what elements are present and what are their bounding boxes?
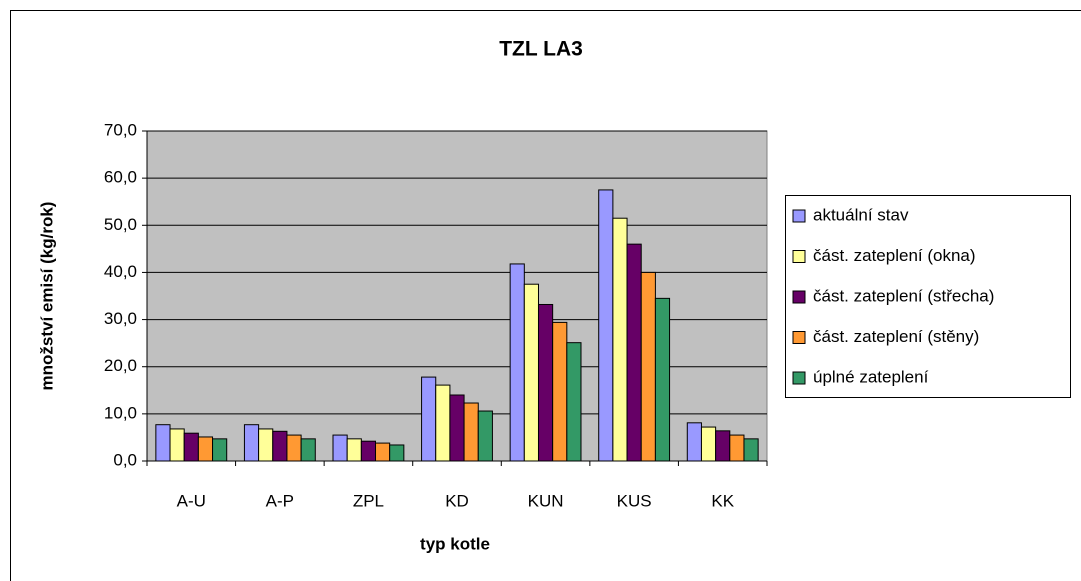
bar [375, 442, 391, 462]
x-tick-label: KD [445, 491, 469, 510]
y-tick-label: 10,0 [104, 403, 137, 422]
y-tick-label: 0,0 [113, 450, 137, 469]
legend-label: aktuální stav [813, 205, 909, 224]
bar [626, 243, 642, 462]
legend-swatch [792, 250, 806, 263]
legend-swatch [792, 331, 806, 344]
bar [243, 424, 260, 462]
x-tick-label: KUN [528, 491, 564, 510]
bar [197, 436, 214, 462]
bar [212, 438, 228, 462]
y-tick-label: 50,0 [104, 215, 137, 234]
bar [169, 428, 185, 462]
bar [477, 410, 493, 462]
bar [421, 376, 437, 462]
bar [449, 394, 465, 462]
bar [598, 189, 614, 462]
legend-label: část. zateplení (střecha) [813, 286, 994, 305]
bar [743, 438, 759, 462]
y-tick-label: 60,0 [104, 168, 137, 187]
x-tick-label: KK [711, 491, 734, 510]
bar [272, 430, 288, 462]
bar [300, 438, 316, 462]
bar [654, 297, 671, 462]
y-axis-label: množství emisí (kg/rok) [37, 202, 56, 391]
bar [552, 321, 568, 462]
y-tick-label: 20,0 [104, 356, 137, 375]
bar [258, 428, 274, 462]
bar [612, 217, 628, 462]
bar [523, 283, 539, 462]
bar [463, 402, 479, 462]
x-tick-label: KUS [617, 491, 652, 510]
x-tick-label: A-U [177, 491, 206, 510]
legend [785, 195, 1071, 398]
bar [509, 263, 525, 462]
legend-swatch [792, 209, 806, 223]
legend-label: část. zateplení (stěny) [813, 327, 979, 346]
bar [640, 271, 656, 462]
legend-swatch [792, 371, 806, 385]
legend-swatch [792, 290, 806, 304]
legend-label: část. zateplení (okna) [813, 246, 976, 265]
bar [332, 434, 348, 462]
bar [346, 438, 362, 462]
legend-label: úplné zateplení [813, 367, 929, 386]
bar [389, 444, 405, 462]
bar [566, 342, 582, 462]
x-tick-label: ZPL [353, 491, 384, 510]
bar [360, 440, 377, 462]
bar [537, 303, 554, 462]
bar [715, 430, 731, 462]
x-tick-label: A-P [266, 491, 294, 510]
bar [435, 384, 451, 462]
y-tick-label: 40,0 [104, 262, 137, 281]
bar [183, 432, 199, 462]
y-tick-label: 70,0 [104, 120, 137, 139]
bar [286, 434, 302, 462]
bar [686, 422, 702, 462]
chart-title: TZL LA3 [499, 38, 583, 61]
bar [700, 426, 717, 462]
y-tick-label: 30,0 [104, 309, 137, 328]
bar [155, 424, 171, 462]
x-axis-label: typ kotle [420, 534, 490, 553]
bar [729, 434, 745, 462]
